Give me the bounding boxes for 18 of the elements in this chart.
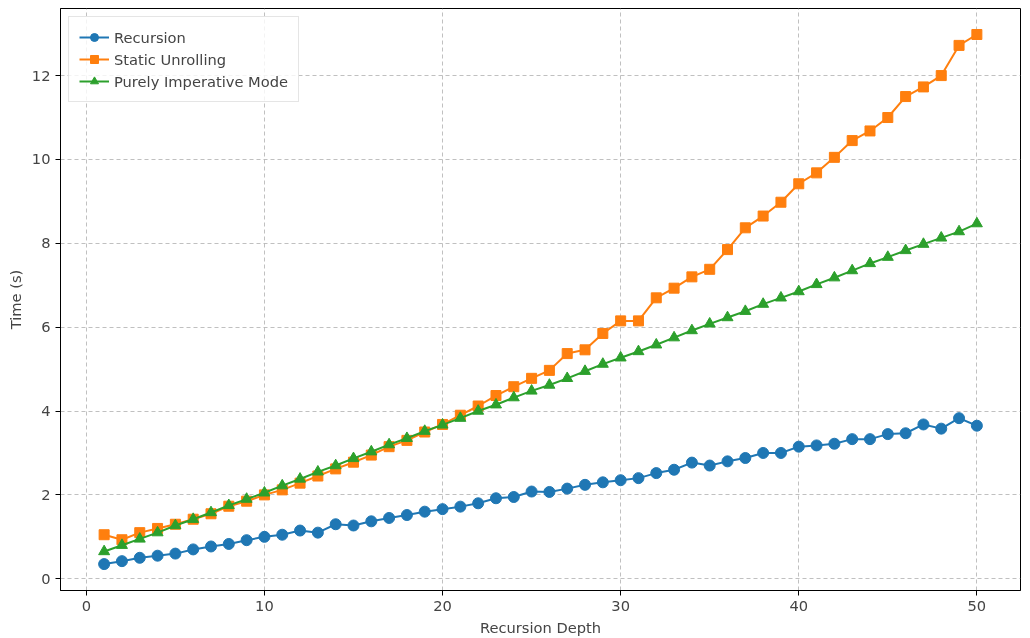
- legend-label: Recursion: [114, 28, 186, 46]
- x-tick-label: 40: [789, 596, 809, 614]
- legend-label: Static Unrolling: [114, 50, 227, 68]
- y-tick-label: 12: [31, 66, 51, 84]
- x-tick-label: 10: [255, 596, 274, 614]
- x-tick-label: 30: [611, 596, 630, 614]
- y-tick-label: 2: [41, 485, 51, 503]
- x-axis-title: Recursion Depth: [479, 618, 602, 636]
- x-tick-label: 20: [433, 596, 452, 614]
- x-tick-label: 50: [967, 596, 987, 614]
- legend-label: Purely Imperative Mode: [114, 72, 289, 90]
- y-tick-label: 10: [31, 150, 51, 168]
- y-tick-label: 6: [41, 318, 51, 336]
- y-tick-label: 4: [41, 402, 51, 420]
- x-tick-label: 0: [81, 596, 91, 614]
- y-axis-title: Time (s): [6, 269, 24, 331]
- y-tick-label: 0: [41, 569, 51, 587]
- y-tick-label: 8: [41, 234, 51, 252]
